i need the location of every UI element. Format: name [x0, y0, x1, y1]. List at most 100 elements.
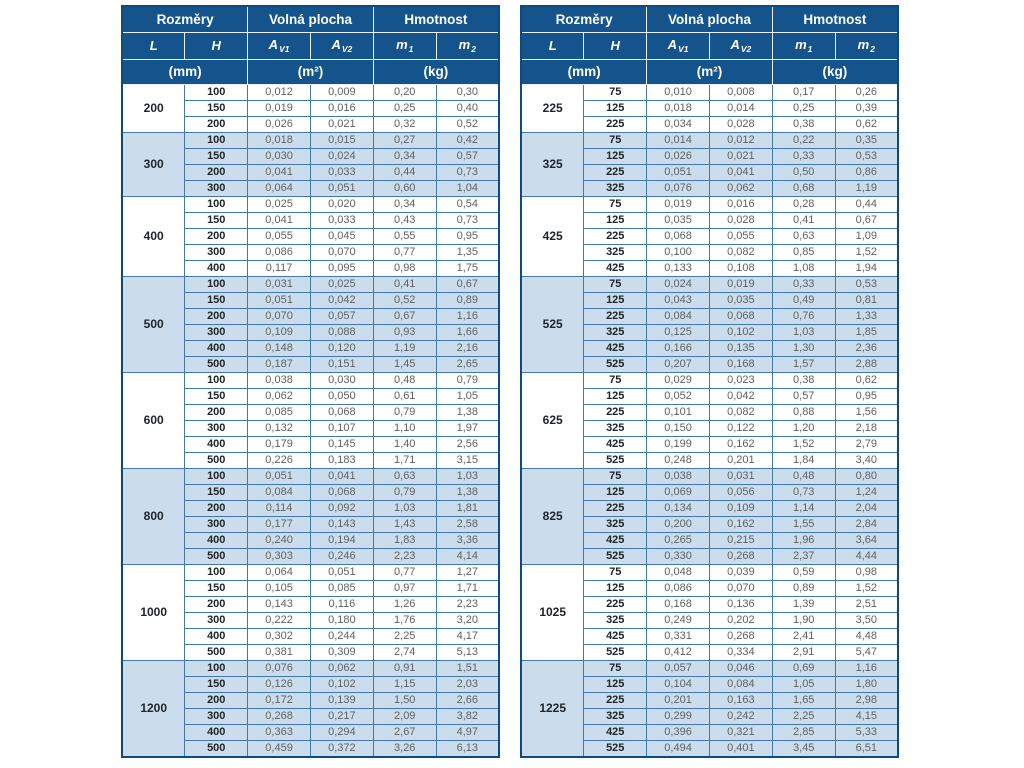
dimension-h-cell: 200	[184, 499, 249, 517]
value-av2-cell: 0,095	[309, 259, 374, 277]
dimension-h-cell: 125	[583, 147, 648, 165]
value-av2-cell: 0,070	[708, 579, 773, 597]
value-av2-cell: 0,042	[309, 291, 374, 309]
value-m2-cell: 4,97	[435, 723, 500, 741]
value-m1-cell: 0,41	[372, 275, 437, 293]
value-m1-cell: 0,98	[372, 259, 437, 277]
table-row: 200 100 0,012 0,009 0,20 0,30	[121, 83, 500, 133]
value-m1-cell: 1,57	[771, 355, 836, 373]
value-av2-cell: 0,020	[309, 195, 374, 213]
column-symbol-av2: AV2	[309, 31, 374, 60]
value-av1-cell: 0,302	[247, 627, 311, 645]
table-row: 325 0,125 0,102 1,03 1,85	[521, 323, 899, 341]
value-av2-cell: 0,268	[708, 627, 773, 645]
value-av1-cell: 0,494	[646, 739, 710, 757]
value-m2-cell: 6,51	[834, 739, 899, 757]
value-av2-cell: 0,120	[309, 339, 374, 357]
value-m2-cell: 2,36	[834, 339, 899, 357]
table-row: 225 0,101 0,082 0,88 1,56	[521, 403, 899, 421]
value-av1-cell: 0,014	[646, 131, 710, 149]
value-av2-cell: 0,143	[309, 515, 374, 533]
value-m1-cell: 0,77	[372, 563, 437, 581]
value-av1-cell: 0,125	[646, 323, 710, 341]
dimension-h-cell: 325	[583, 611, 648, 629]
value-av2-cell: 0,016	[708, 195, 773, 213]
table-row: 325 0,100 0,082 0,85 1,52	[521, 243, 899, 261]
value-av1-cell: 0,330	[646, 547, 710, 565]
value-m2-cell: 0,80	[834, 467, 899, 485]
value-av1-cell: 0,150	[646, 419, 710, 437]
symbol-base: A	[331, 36, 341, 52]
dimension-h-cell: 225	[583, 227, 648, 245]
dimension-h-cell: 500	[184, 739, 249, 757]
unit-mm: (mm)	[121, 58, 249, 85]
symbol-base: L	[149, 38, 158, 53]
value-av1-cell: 0,363	[247, 723, 311, 741]
value-av2-cell: 0,162	[708, 435, 773, 453]
value-m2-cell: 0,89	[435, 291, 500, 309]
value-m1-cell: 2,09	[372, 707, 437, 725]
dimension-l-cell: 1200	[121, 659, 186, 757]
value-av2-cell: 0,062	[309, 659, 374, 677]
symbol-base: A	[730, 36, 740, 52]
value-av1-cell: 0,085	[247, 403, 311, 421]
value-av1-cell: 0,200	[646, 515, 710, 533]
column-symbol-l: L	[520, 31, 585, 60]
dimension-h-cell: 200	[184, 691, 249, 709]
table-row: 500 100 0,031 0,025 0,41 0,67	[121, 275, 500, 373]
value-m2-cell: 1,94	[834, 259, 899, 277]
dimension-h-cell: 325	[583, 419, 648, 437]
dimension-h-cell: 300	[184, 179, 249, 197]
dimension-l-cell: 525	[520, 275, 585, 373]
value-m1-cell: 1,55	[771, 515, 836, 533]
table-row: 300 0,086 0,070 0,77 1,35	[122, 243, 500, 261]
column-group-rozmery: Rozměry	[520, 5, 648, 33]
value-av1-cell: 0,331	[646, 627, 710, 645]
value-av2-cell: 0,180	[309, 611, 374, 629]
value-av1-cell: 0,051	[247, 467, 311, 485]
dimension-h-cell: 325	[583, 515, 648, 533]
value-m1-cell: 2,23	[372, 547, 437, 565]
value-av2-cell: 0,008	[708, 83, 773, 101]
table-row: 525 0,412 0,334 2,91 5,47	[521, 643, 899, 661]
dimension-h-cell: 75	[583, 467, 648, 485]
dimension-h-cell: 100	[184, 83, 249, 101]
value-av1-cell: 0,226	[247, 451, 311, 469]
value-av1-cell: 0,051	[646, 163, 710, 181]
dimension-h-cell: 525	[583, 451, 648, 469]
dimension-h-cell: 425	[583, 531, 648, 549]
value-m1-cell: 1,65	[771, 691, 836, 709]
table-row: 150 0,062 0,050 0,61 1,05	[122, 387, 500, 405]
dimension-h-cell: 150	[184, 675, 249, 693]
value-m1-cell: 0,33	[771, 275, 836, 293]
column-group-volna-plocha: Volná plocha	[247, 5, 374, 33]
value-m1-cell: 1,19	[372, 339, 437, 357]
value-av2-cell: 0,194	[309, 531, 374, 549]
value-av1-cell: 0,068	[646, 227, 710, 245]
value-av1-cell: 0,249	[646, 611, 710, 629]
value-av2-cell: 0,109	[708, 499, 773, 517]
table-row: 425 75 0,019 0,016 0,28 0,44	[520, 195, 899, 277]
dimension-h-cell: 225	[583, 691, 648, 709]
dimension-h-cell: 125	[583, 483, 648, 501]
value-av2-cell: 0,088	[309, 323, 374, 341]
dimension-h-cell: 200	[184, 115, 249, 133]
dimensions-table-right: Rozměry Volná plocha Hmotnost L H AV1 AV2 m1 m2(…	[520, 5, 899, 758]
value-av2-cell: 0,015	[309, 131, 374, 149]
dimension-h-cell: 225	[583, 595, 648, 613]
value-m2-cell: 3,50	[834, 611, 899, 629]
value-m2-cell: 2,79	[834, 435, 899, 453]
value-m1-cell: 1,76	[372, 611, 437, 629]
table-row: 200 0,172 0,139 1,50 2,66	[122, 691, 500, 709]
symbol-base: m	[458, 36, 471, 52]
value-av2-cell: 0,116	[309, 595, 374, 613]
table-row: 325 0,150 0,122 1,20 2,18	[521, 419, 899, 437]
column-symbol-h: H	[184, 31, 249, 60]
table-row: 125 0,104 0,084 1,05 1,80	[521, 675, 899, 693]
table-row: 500 0,187 0,151 1,45 2,65	[122, 355, 500, 373]
symbol-base: H	[211, 38, 221, 53]
table-row: 1225 75 0,057 0,046 0,69 1,16	[520, 659, 899, 757]
dimension-tables-container: Rozměry Volná plocha Hmotnost L H AV1 AV2 m1 m2(…	[121, 5, 899, 758]
dimensions-table-left: Rozměry Volná plocha Hmotnost L H AV1 AV2 m1 m2(…	[121, 5, 500, 758]
dimension-l-cell: 225	[520, 83, 585, 133]
